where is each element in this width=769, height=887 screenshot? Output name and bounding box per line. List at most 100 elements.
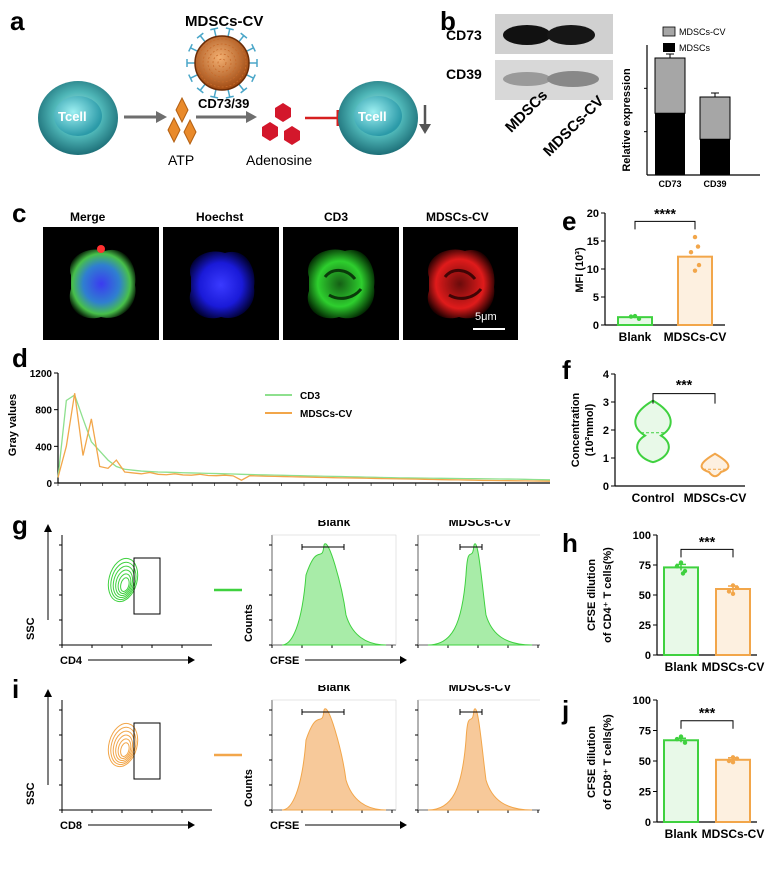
g-flow-contour: [115, 569, 134, 597]
j-chart-bar: [715, 758, 751, 823]
j-chart-data-point: [730, 760, 736, 765]
g-flow-arrow-x-head: [188, 656, 195, 664]
panel-label-j: j: [562, 695, 570, 725]
micro-title-mdscs-cv: MDSCs-CV: [426, 210, 489, 224]
panel-label-g: g: [12, 510, 28, 540]
b-x-tick-label: CD39: [703, 179, 726, 189]
vesicle-receptor-icon: [210, 95, 219, 99]
f-y-tick-label: 4: [603, 369, 610, 381]
panel-label-d: d: [12, 343, 28, 373]
panel-f-chart: 0 1 2 3 4 *** Control MDSCs-CV Concentration (10²…: [570, 369, 746, 505]
i-flow-hist-arrow-head: [400, 821, 407, 829]
vesicle-receptor-icon: [188, 43, 193, 52]
f-violin-mdscs-cv: [700, 452, 730, 478]
vesicle-receptor-icon: [190, 47, 198, 52]
b-bar-mdscs: [655, 113, 685, 175]
tcell-right-icon: [338, 81, 418, 155]
g-flow-hist-title: MDSCs-CV: [449, 520, 512, 529]
panel-label-e: e: [562, 206, 577, 236]
panel-b-chart: CD73 CD39 Relative expression MDSCs-CV MD…: [621, 26, 760, 189]
h-chart-y-tick-label: 0: [645, 650, 651, 662]
j-chart-significance: ***: [699, 705, 716, 721]
vesicle-receptor-icon: [240, 32, 248, 39]
e-chart-significance-bracket: [634, 220, 696, 230]
vesicle-receptor-icon: [190, 74, 198, 79]
i-flow-gate: [133, 722, 161, 780]
e-chart-y-tick-label: 20: [587, 208, 599, 220]
h-chart-x-tick-label: MDSCs-CV: [702, 660, 765, 674]
g-flow-hist-arrow-head: [400, 656, 407, 664]
western-blot-image: [495, 14, 613, 100]
vesicle-texture: [202, 43, 242, 83]
tcell-label-left: Tcell: [58, 109, 87, 124]
i-flow-histogram: [281, 708, 387, 811]
e-chart-significance: ****: [654, 205, 676, 221]
vesicle-receptor-icon: [238, 35, 245, 43]
j-chart-significance-bracket: [680, 720, 734, 729]
e-chart-data-point: [636, 316, 642, 322]
d-y-tick-label: 0: [46, 479, 52, 490]
h-chart-y-tick-label: 75: [639, 560, 651, 572]
microscopy-panels: [43, 227, 518, 340]
adenosine-icon: [262, 103, 300, 145]
blot-label-cd73: CD73: [446, 27, 482, 43]
f-ylabel-line1: Concentration: [570, 392, 582, 467]
i-flow-contour: [107, 722, 139, 768]
g-flow-hist-title: Blank: [318, 520, 351, 529]
panel-label-h: h: [562, 528, 578, 558]
i-flow-contour: [112, 730, 135, 764]
vesicle-receptor-icon: [227, 28, 231, 37]
g-flow-histogram: [281, 543, 387, 646]
i-flow-histogram: [427, 708, 533, 811]
f-significance-bracket: [652, 393, 716, 404]
b-bar-mdscs-cv: [699, 96, 731, 140]
j-chart-data-point: [726, 758, 732, 764]
panel-h-chart: 0 25 50 75 100 Blank MDSCs-CV *** CFSE dilution o…: [586, 530, 765, 674]
b-x-tick-label: CD73: [658, 179, 681, 189]
h-chart-bar: [663, 566, 699, 656]
legend-label-mdscs: MDSCs: [679, 43, 710, 53]
e-chart-x-tick-label: MDSCs-CV: [664, 330, 727, 344]
h-chart-y-tick-label: 50: [639, 590, 651, 602]
vesicle-texture: [217, 58, 227, 68]
e-chart-data-point: [692, 234, 698, 240]
g-flow-hist-xlabel: CFSE: [270, 655, 299, 667]
e-chart-y-tick-label: 0: [593, 320, 599, 332]
i-flow-arrow-y-head: [44, 689, 52, 697]
j-chart-y-tick-label: 0: [645, 817, 651, 829]
vesicle-receptor-icon: [251, 74, 256, 83]
d-legend-label-mdscs-cv: MDSCs-CV: [300, 409, 353, 420]
legend-swatch-mdscs-cv: [662, 26, 676, 37]
g-flow-gate: [133, 557, 161, 615]
i-flow-contour: [120, 742, 130, 757]
g-flow-dot-xlabel: CD4: [60, 655, 83, 667]
vesicle-receptor-icon: [213, 28, 217, 37]
e-ylabel: MFI (10³): [574, 247, 586, 293]
h-chart-data-point: [678, 560, 684, 565]
d-legend-label-cd3: CD3: [300, 391, 320, 402]
b-bar-mdscs: [700, 139, 730, 175]
e-chart-x-tick-label: Blank: [619, 330, 652, 344]
panel-label-i: i: [12, 674, 20, 704]
j-chart-data-point: [678, 734, 684, 739]
h-ylabel-line1: CFSE dilution: [586, 559, 598, 631]
vesicle-receptor-icon: [238, 83, 245, 91]
e-chart-y-tick-label: 5: [593, 292, 599, 304]
vesicle-texture: [197, 38, 247, 88]
h-chart-significance: ***: [699, 533, 716, 549]
i-flow-hist-ylabel: Counts: [243, 769, 255, 807]
j-chart-y-tick-label: 75: [639, 726, 651, 738]
lane-label-mdscs-cv: MDSCs-CV: [540, 92, 608, 161]
micro-title-cd3: CD3: [324, 210, 349, 224]
panel-g-flow: SSC CD4 Blank MDSCs-CV Counts CFSE: [25, 520, 540, 667]
i-flow-hist-title: MDSCs-CV: [449, 685, 512, 694]
i-flow-dot-xlabel: CD8: [60, 820, 82, 832]
blot-label-cd39: CD39: [446, 66, 482, 82]
f-y-tick-label: 3: [603, 397, 609, 409]
i-flow-dot-ylabel: SSC: [25, 782, 37, 805]
vesicle-texture: [207, 48, 237, 78]
vesicle-receptor-icon: [246, 74, 254, 79]
d-line-mdscs-cv: [57, 393, 551, 482]
e-chart-y-tick-label: 10: [587, 264, 599, 276]
f-significance: ***: [676, 377, 693, 393]
